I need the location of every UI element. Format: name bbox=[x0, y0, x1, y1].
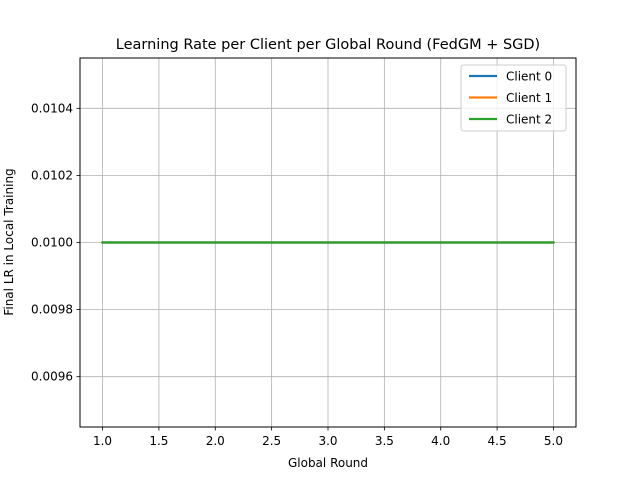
x-tick-label: 2.0 bbox=[206, 434, 225, 448]
legend: Client 0 Client 1 Client 2 bbox=[460, 64, 567, 132]
x-tick-label: 1.0 bbox=[93, 434, 112, 448]
y-tick-label: 0.0100 bbox=[31, 236, 73, 250]
x-tick-label: 4.5 bbox=[488, 434, 507, 448]
chart-title: Learning Rate per Client per Global Roun… bbox=[116, 37, 540, 53]
legend-label: Client 2 bbox=[506, 113, 552, 127]
y-tick-label: 0.0102 bbox=[31, 168, 73, 182]
x-axis-ticks: 1.0 1.5 2.0 2.5 3.0 3.5 4.0 4.5 5.0 bbox=[93, 427, 563, 448]
y-axis-ticks: 0.0096 0.0098 0.0100 0.0102 0.0104 bbox=[31, 101, 80, 384]
y-tick-label: 0.0104 bbox=[31, 101, 73, 115]
y-tick-label: 0.0098 bbox=[31, 303, 73, 317]
legend-label: Client 1 bbox=[506, 91, 552, 105]
y-tick-label: 0.0096 bbox=[31, 370, 73, 384]
legend-box bbox=[460, 64, 567, 132]
x-tick-label: 5.0 bbox=[544, 434, 563, 448]
x-tick-label: 1.5 bbox=[149, 434, 168, 448]
legend-label: Client 0 bbox=[506, 70, 552, 84]
x-tick-label: 3.5 bbox=[375, 434, 394, 448]
x-tick-label: 2.5 bbox=[262, 434, 281, 448]
x-axis-label: Global Round bbox=[288, 456, 368, 470]
y-axis-label: Final LR in Local Training bbox=[2, 168, 16, 315]
x-tick-label: 4.0 bbox=[431, 434, 450, 448]
x-tick-label: 3.0 bbox=[318, 434, 337, 448]
